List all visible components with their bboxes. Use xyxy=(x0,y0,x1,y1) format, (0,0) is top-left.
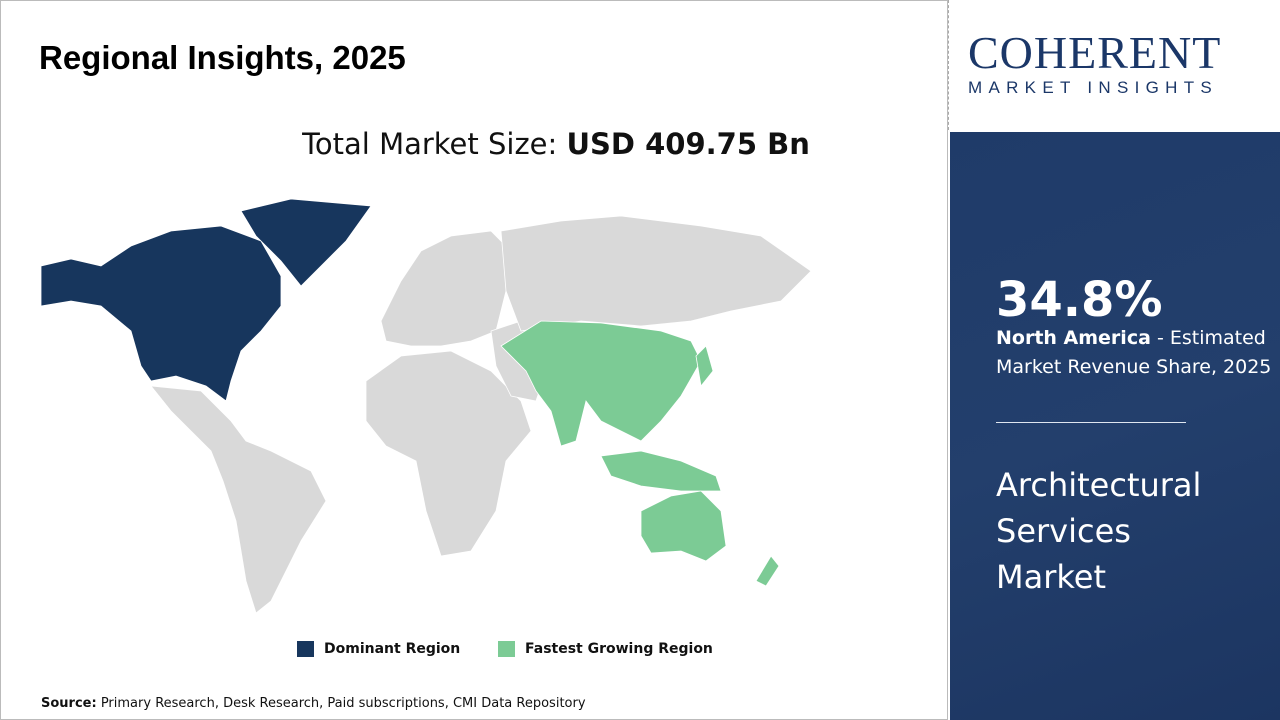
map-region-europe xyxy=(380,230,512,347)
map-region-latin-america xyxy=(150,385,327,614)
source-text: Primary Research, Desk Research, Paid su… xyxy=(96,696,586,711)
total-value: USD 409.75 Bn xyxy=(566,127,810,161)
total-market-size: Total Market Size: USD 409.75 Bn xyxy=(1,127,1111,161)
legend-label: Dominant Region xyxy=(324,641,461,657)
divider xyxy=(948,0,949,130)
map-region-russia xyxy=(500,215,812,332)
map-region-asia-pacific xyxy=(500,320,702,447)
share-percent: 34.8% xyxy=(996,272,1163,328)
fastest-swatch xyxy=(498,641,515,657)
description-text: - Estimated Market Revenue Share, 2025 xyxy=(996,327,1272,378)
world-map xyxy=(40,198,812,614)
map-region-japan xyxy=(695,345,714,387)
dominant-swatch xyxy=(297,641,314,657)
content-area: Regional Insights, 2025 Total Market Siz… xyxy=(0,0,948,720)
legend-item-fastest: Fastest Growing Region xyxy=(498,641,713,657)
source-label: Source: xyxy=(41,696,97,711)
page-title: Regional Insights, 2025 xyxy=(39,39,406,76)
market-name: Architectural Services Market xyxy=(996,466,1202,596)
map-region-africa xyxy=(365,350,532,557)
logo-name: COHERENT xyxy=(968,27,1222,78)
panel-divider xyxy=(996,422,1186,423)
logo-tagline: MARKET INSIGHTS xyxy=(968,78,1219,97)
legend-item-dominant: Dominant Region xyxy=(297,641,460,657)
map-region-southeast-asia xyxy=(600,450,722,492)
company-logo: COHERENT MARKET INSIGHTS xyxy=(968,30,1268,98)
map-region-north-america xyxy=(40,225,282,402)
map-region-australia xyxy=(640,490,727,562)
source-note: Source: Primary Research, Desk Research,… xyxy=(41,696,586,711)
total-label: Total Market Size: xyxy=(302,127,567,161)
map-region-greenland xyxy=(240,198,372,287)
share-description: North America - Estimated Market Revenue… xyxy=(996,324,1276,382)
legend-label: Fastest Growing Region xyxy=(525,641,713,657)
region-name: North America xyxy=(996,327,1151,349)
info-panel: 34.8% North America - Estimated Market R… xyxy=(950,132,1280,720)
map-region-new-zealand xyxy=(755,555,780,587)
